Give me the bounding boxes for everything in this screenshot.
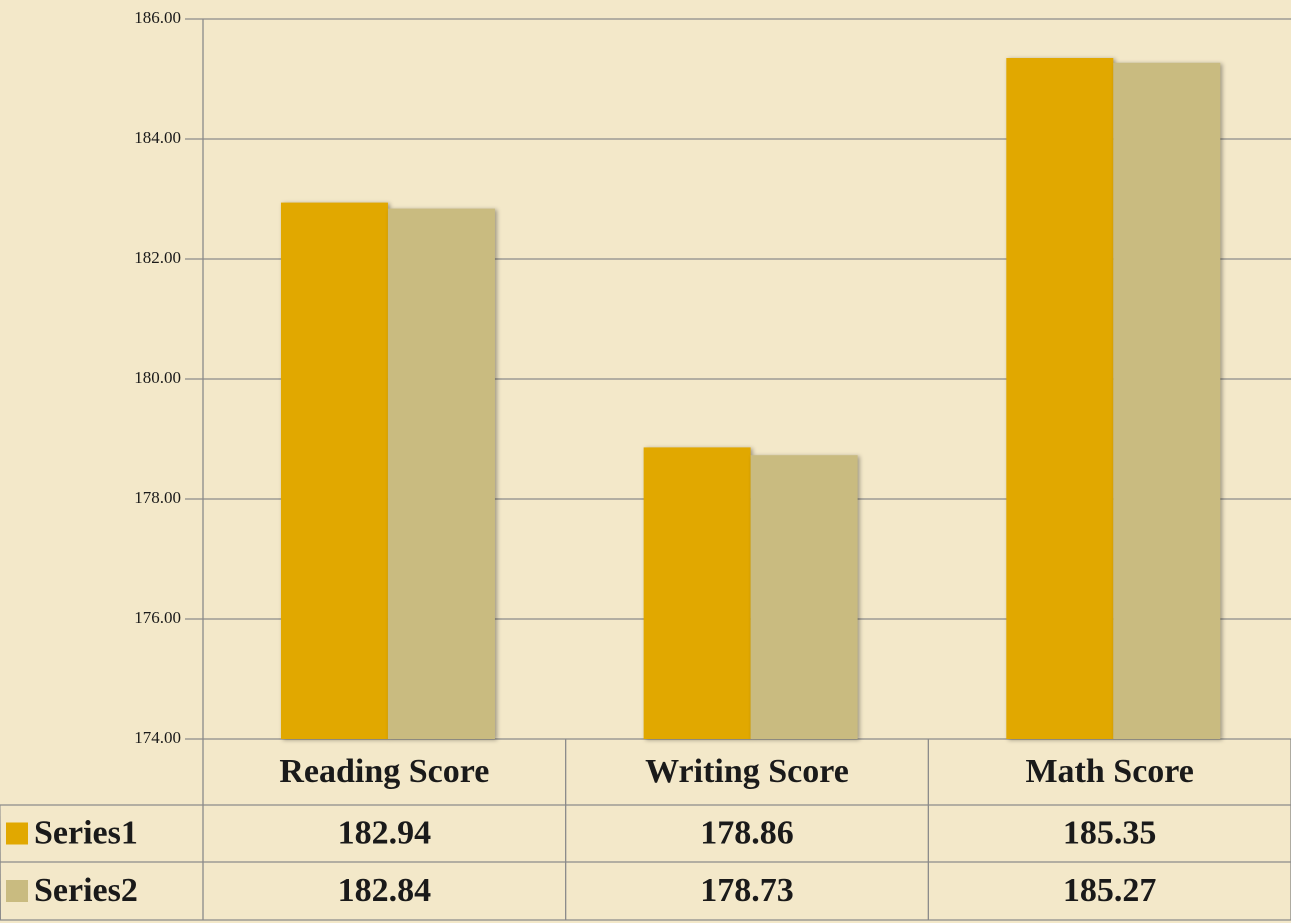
y-tick-label: 178.00	[134, 488, 181, 507]
y-tick-label: 176.00	[134, 608, 181, 627]
legend-swatch	[6, 822, 28, 845]
x-tick-label: Math Score	[1025, 753, 1193, 790]
bar	[1113, 62, 1221, 740]
bar	[280, 202, 388, 740]
y-tick-label: 174.00	[134, 728, 181, 747]
y-tick-label: 186.00	[134, 8, 181, 27]
table-value: 185.35	[1063, 814, 1157, 851]
bar	[1006, 58, 1114, 739]
table-value: 182.84	[338, 872, 432, 909]
y-tick-label: 184.00	[134, 128, 181, 147]
table-value: 185.27	[1063, 872, 1157, 909]
bar	[750, 455, 858, 739]
table-value: 178.86	[700, 814, 794, 851]
legend-label: Series2	[34, 872, 138, 909]
legend-swatch	[6, 880, 28, 902]
x-tick-label: Writing Score	[645, 753, 849, 790]
x-tick-label: Reading Score	[279, 753, 489, 790]
legend-label: Series1	[34, 814, 138, 851]
bar	[643, 447, 751, 739]
table-value: 178.73	[700, 872, 794, 909]
y-tick-label: 182.00	[134, 248, 181, 267]
bar	[387, 208, 495, 740]
table-value: 182.94	[338, 814, 432, 851]
y-tick-label: 180.00	[134, 368, 181, 387]
